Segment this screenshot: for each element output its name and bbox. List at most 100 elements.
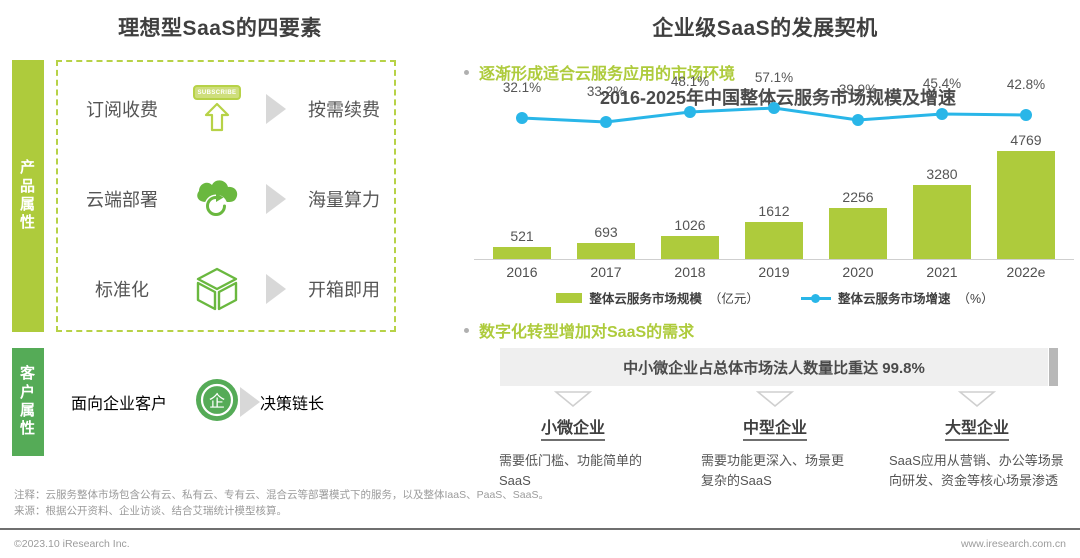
chart-bar-value: 4769 <box>1010 131 1042 148</box>
enterprise-icon: 企 <box>196 378 238 421</box>
banner-end-cap <box>1049 348 1058 386</box>
attribute-left-label: 标准化 <box>95 280 149 300</box>
category-char: 性 <box>19 420 36 438</box>
chart-growth-label: 45.4% <box>922 76 962 91</box>
chart-growth-label: 32.1% <box>502 80 542 95</box>
attribute-arrow-cell <box>240 387 260 417</box>
chart-bar-value: 1612 <box>758 203 790 220</box>
category-char: 品 <box>19 177 36 195</box>
chart-bar <box>913 184 971 259</box>
product-attributes-box: 订阅收费 SUBSCRIBE 按需续费 云端部署 <box>56 60 396 332</box>
attribute-icon-cell <box>186 176 248 222</box>
attribute-right-label: 开箱即用 <box>308 280 380 300</box>
bullet-market-environment: 逐渐形成适合云服务应用的市场环境 <box>464 60 735 84</box>
attribute-row: 标准化 开箱即用 <box>2 244 398 334</box>
segment-card-medium: 中型企业 需要功能更深入、场景更复杂的SaaS <box>674 390 876 491</box>
chart-column: 2256 <box>816 114 900 259</box>
bullet-dot-icon <box>464 69 469 75</box>
legend-line-swatch-icon <box>800 293 831 303</box>
cube-icon <box>196 267 238 311</box>
chart-bar <box>745 222 803 259</box>
chart-legend: 整体云服务市场规模 （亿元） 整体云服务市场增速 （%） <box>480 288 1070 307</box>
triangle-down-icon <box>755 390 795 408</box>
chart-bar-value: 693 <box>594 224 618 241</box>
attribute-icon-cell: SUBSCRIBE <box>186 83 248 135</box>
triangle-right-icon <box>266 94 286 124</box>
chart-column: 4769 <box>984 114 1068 259</box>
category-char: 产 <box>19 159 36 177</box>
triangle-right-icon <box>266 184 286 214</box>
cloud-market-chart: 521 693 1026 1612 2256 3280 4769 <box>480 114 1070 259</box>
category-bar-product: 产 品 属 性 <box>12 60 44 332</box>
legend-item-market-size: 整体云服务市场规模 （亿元） <box>556 288 759 307</box>
segment-card-desc: SaaS应用从营销、办公等场景向研发、资金等核心场景渗透 <box>889 453 1064 489</box>
chart-growth-label: 39.9% <box>838 82 878 97</box>
triangle-down-icon <box>957 390 997 408</box>
chart-x-label: 2017 <box>590 264 622 280</box>
chart-bar <box>661 235 719 259</box>
subscribe-icon: SUBSCRIBE <box>191 83 243 135</box>
chart-x-label: 2018 <box>674 264 706 280</box>
chart-column: 3280 <box>900 114 984 259</box>
attribute-right-label: 按需续费 <box>308 100 380 120</box>
chart-growth-label: 33.2% <box>586 84 626 99</box>
chart-column: 1026 <box>648 114 732 259</box>
bullet-digital-transformation: 数字化转型增加对SaaS的需求 <box>464 318 694 342</box>
chart-x-axis <box>474 259 1074 260</box>
legend-label: 整体云服务市场增速 <box>837 292 951 306</box>
chart-growth-label: 57.1% <box>754 70 794 85</box>
footnote-note: 注释：云服务整体市场包含公有云、私有云、专有云、混合云等部署模式下的服务，以及整… <box>14 489 549 501</box>
segment-card-desc: 需要功能更深入、场景更复杂的SaaS <box>701 453 845 489</box>
legend-bar-swatch-icon <box>556 292 583 303</box>
segment-card-large: 大型企业 SaaS应用从营销、办公等场景向研发、资金等核心场景渗透 <box>876 390 1078 491</box>
chart-bar <box>997 150 1055 259</box>
chart-x-labels: 2016 2017 2018 2019 2020 2021 2022e <box>480 264 1070 280</box>
chart-growth-label: 48.1% <box>670 74 710 89</box>
up-arrow-icon <box>204 102 230 132</box>
footer: ©2023.10 iResearch Inc. www.iresearch.co… <box>0 534 1080 558</box>
chart-x-label: 2016 <box>506 264 538 280</box>
chart-x-label: 2019 <box>758 264 790 280</box>
category-char: 属 <box>19 196 36 213</box>
attribute-right-label: 决策链长 <box>260 396 325 413</box>
footnotes: 注释：云服务整体市场包含公有云、私有云、专有云、混合云等部署模式下的服务，以及整… <box>14 488 549 520</box>
triangle-right-icon <box>266 274 286 304</box>
chart-column: 693 <box>564 114 648 259</box>
triangle-down-icon <box>553 390 593 408</box>
enterprise-icon-char: 企 <box>209 392 225 410</box>
attribute-arrow-cell <box>248 184 304 214</box>
attribute-left-label: 订阅收费 <box>86 100 158 120</box>
attribute-row: 云端部署 海量算力 <box>2 154 398 244</box>
attribute-row-customer: 面向企业客户 企 决策链长 <box>44 348 440 456</box>
chart-growth-label: 42.8% <box>1006 77 1046 92</box>
chart-column: 521 <box>480 114 564 259</box>
attribute-arrow-cell <box>248 274 304 304</box>
chart-bar-value: 521 <box>510 228 534 245</box>
sme-share-banner-text: 中小微企业占总体市场法人数量比重达 99.8% <box>623 359 925 377</box>
segment-card-title: 大型企业 <box>944 414 1009 441</box>
attribute-row: 订阅收费 SUBSCRIBE 按需续费 <box>2 64 398 154</box>
footer-website[interactable]: www.iresearch.com.cn <box>960 538 1066 550</box>
category-char: 客 <box>19 365 36 383</box>
attribute-icon-cell <box>186 265 248 313</box>
chart-bar-value: 3280 <box>926 165 958 182</box>
triangle-right-icon <box>240 387 260 417</box>
category-char: 户 <box>19 383 36 401</box>
footer-copyright: ©2023.10 iResearch Inc. <box>14 538 130 550</box>
segment-card-small: 小微企业 需要低门槛、功能简单的SaaS <box>472 390 674 491</box>
attribute-icon-cell: 企 <box>194 377 240 428</box>
enterprise-segment-cards: 小微企业 需要低门槛、功能简单的SaaS 中型企业 需要功能更深入、场景更复杂的… <box>472 390 1080 491</box>
attribute-left-label: 面向企业客户 <box>70 396 167 413</box>
growth-rate-line <box>516 102 1032 128</box>
chart-title: 2016-2025年中国整体云服务市场规模及增速 <box>599 88 957 108</box>
bullet-label: 逐渐形成适合云服务应用的市场环境 <box>479 66 736 83</box>
chart-x-label: 2022e <box>1006 264 1046 280</box>
chart-x-label: 2020 <box>842 264 874 280</box>
legend-label: 整体云服务市场规模 <box>589 292 702 306</box>
legend-unit: （亿元） <box>708 292 759 306</box>
category-char: 属 <box>19 402 36 419</box>
segment-card-title: 中型企业 <box>742 414 807 441</box>
chart-bar <box>493 247 551 259</box>
legend-unit: （%） <box>957 292 994 306</box>
right-panel-title: 企业级SaaS的发展契机 <box>652 17 878 40</box>
